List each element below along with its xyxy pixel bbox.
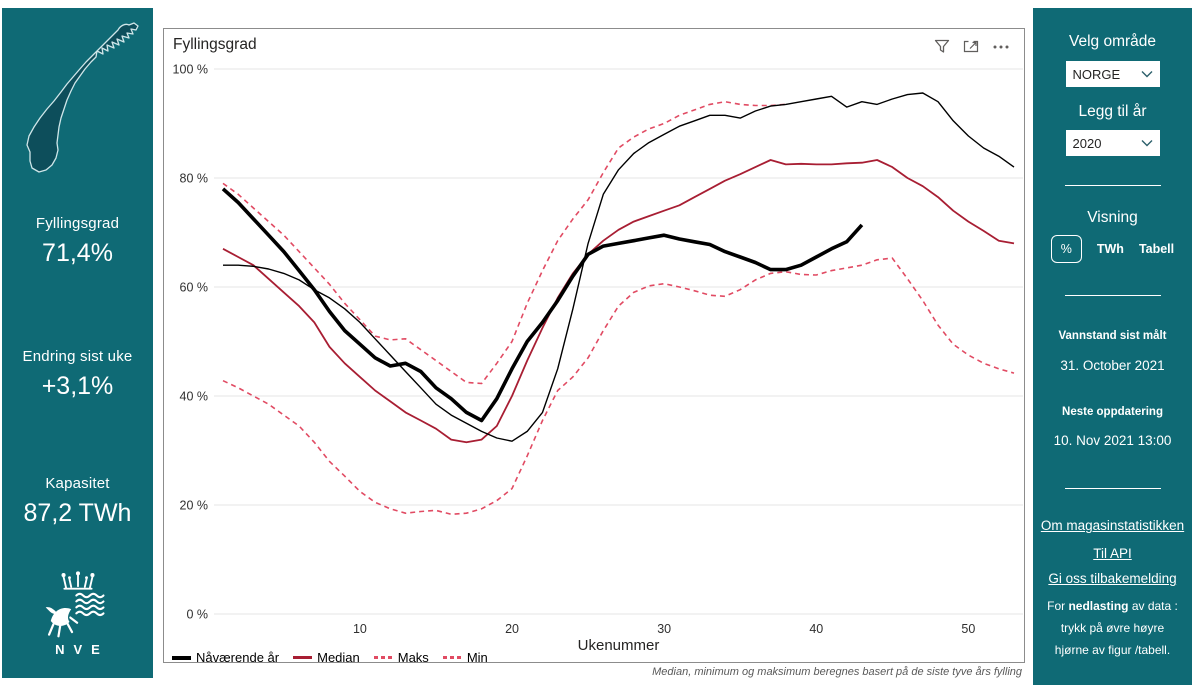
divider (1064, 295, 1161, 296)
link-om-magasinstatistikken[interactable]: Om magasinstatistikken (1040, 518, 1185, 533)
y-tick-label: 100 % (173, 63, 208, 77)
y-tick-label: 40 % (180, 390, 209, 404)
y-tick-label: 60 % (180, 281, 209, 295)
x-tick-label: 20 (505, 622, 519, 636)
endring-value: +3,1% (41, 372, 114, 400)
download-note-line1: For nedlasting av data : (1047, 599, 1178, 613)
chart-card: 0 % 20 % 40 % 60 % 80 % 100 % 10 20 30 40 50 Fylli… (163, 28, 1025, 678)
legend-item-maks[interactable]: Maks (373, 650, 429, 665)
link-gi-oss-tilbakemelding[interactable]: Gi oss tilbakemelding (1048, 571, 1177, 586)
y-tick-label: 0 % (186, 608, 208, 622)
nve-crest-icon (45, 571, 105, 638)
more-options-icon[interactable] (992, 44, 1010, 50)
omrade-dropdown-value: NORGE (1072, 66, 1121, 82)
velg-omrade-heading: Velg område (1068, 33, 1157, 50)
series-n-v-rende-r (221, 187, 864, 423)
divider (1064, 488, 1161, 489)
vannstand-label: Vannstand sist målt (1058, 330, 1167, 342)
visning-option-tabell[interactable]: Tabell (1138, 242, 1175, 256)
x-axis-title: Ukenummer (577, 637, 660, 654)
chart-toolbar (934, 39, 1010, 54)
oppdatering-label: Neste oppdatering (1062, 406, 1163, 418)
ar-dropdown-value: 2020 (1072, 135, 1102, 151)
left-sidebar: Fyllingsgrad 71,4% Endring sist uke +3,1… (2, 8, 153, 678)
series-median (222, 159, 1015, 444)
series-min (222, 257, 1015, 516)
fyllingsgrad-value: 71,4% (42, 239, 113, 267)
x-tick-label: 50 (961, 622, 975, 636)
download-note-line3: hjørne av figur /tabell. (1054, 643, 1171, 657)
y-tick-label: 80 % (180, 172, 209, 186)
ar-dropdown[interactable]: 2020 (1065, 130, 1160, 156)
download-note-line2: trykk på øvre høyre (1060, 621, 1165, 635)
legg-til-ar-heading: Legg til år (1078, 103, 1147, 120)
link-til-api[interactable]: Til API (1093, 546, 1132, 561)
line-chart: 0 % 20 % 40 % 60 % 80 % 100 % 10 20 30 40 50 (173, 63, 1023, 636)
x-tick-label: 40 (809, 622, 823, 636)
chart-footnote: Median, minimum og maksimum beregnes bas… (652, 666, 1022, 678)
filter-icon[interactable] (934, 39, 950, 54)
fyllingsgrad-label: Fyllingsgrad (35, 215, 120, 232)
chart-legend: Nåværende år Median Maks Min (172, 650, 488, 665)
kapasitet-value: 87,2 TWh (23, 499, 132, 527)
visning-heading: Visning (1087, 209, 1138, 226)
nve-logo-text: NVE (55, 642, 109, 657)
norway-map-icon (26, 22, 139, 173)
legend-item-min[interactable]: Min (442, 650, 488, 665)
divider (1064, 185, 1161, 186)
focus-mode-icon[interactable] (963, 39, 979, 54)
min-swatch (442, 656, 462, 659)
endring-label: Endring sist uke (22, 348, 133, 365)
omrade-dropdown[interactable]: NORGE (1065, 61, 1160, 87)
chevron-down-icon (1141, 140, 1152, 147)
legend-item-median[interactable]: Median (293, 650, 360, 665)
x-tick-label: 10 (353, 622, 367, 636)
y-tick-label: 20 % (180, 499, 209, 513)
legend-item-navaerende-ar[interactable]: Nåværende år (172, 650, 279, 665)
visning-options: % TWh Tabell (1033, 235, 1192, 263)
current-year-swatch (172, 655, 191, 660)
series-2020 (223, 92, 1015, 442)
maks-swatch (373, 656, 393, 659)
chart-title: Fyllingsgrad (173, 36, 257, 53)
chevron-down-icon (1141, 71, 1152, 78)
kapasitet-label: Kapasitet (45, 475, 110, 492)
visning-option-percent[interactable]: % (1050, 235, 1082, 263)
series-maks (222, 100, 786, 385)
vannstand-value: 31. October 2021 (1060, 358, 1165, 373)
visning-option-twh[interactable]: TWh (1096, 242, 1124, 256)
median-swatch (293, 656, 313, 659)
x-tick-label: 30 (657, 622, 671, 636)
right-sidebar: Velg område NORGE Legg til år 2020 Visni… (1033, 8, 1192, 685)
oppdatering-value: 10. Nov 2021 13:00 (1053, 433, 1172, 448)
